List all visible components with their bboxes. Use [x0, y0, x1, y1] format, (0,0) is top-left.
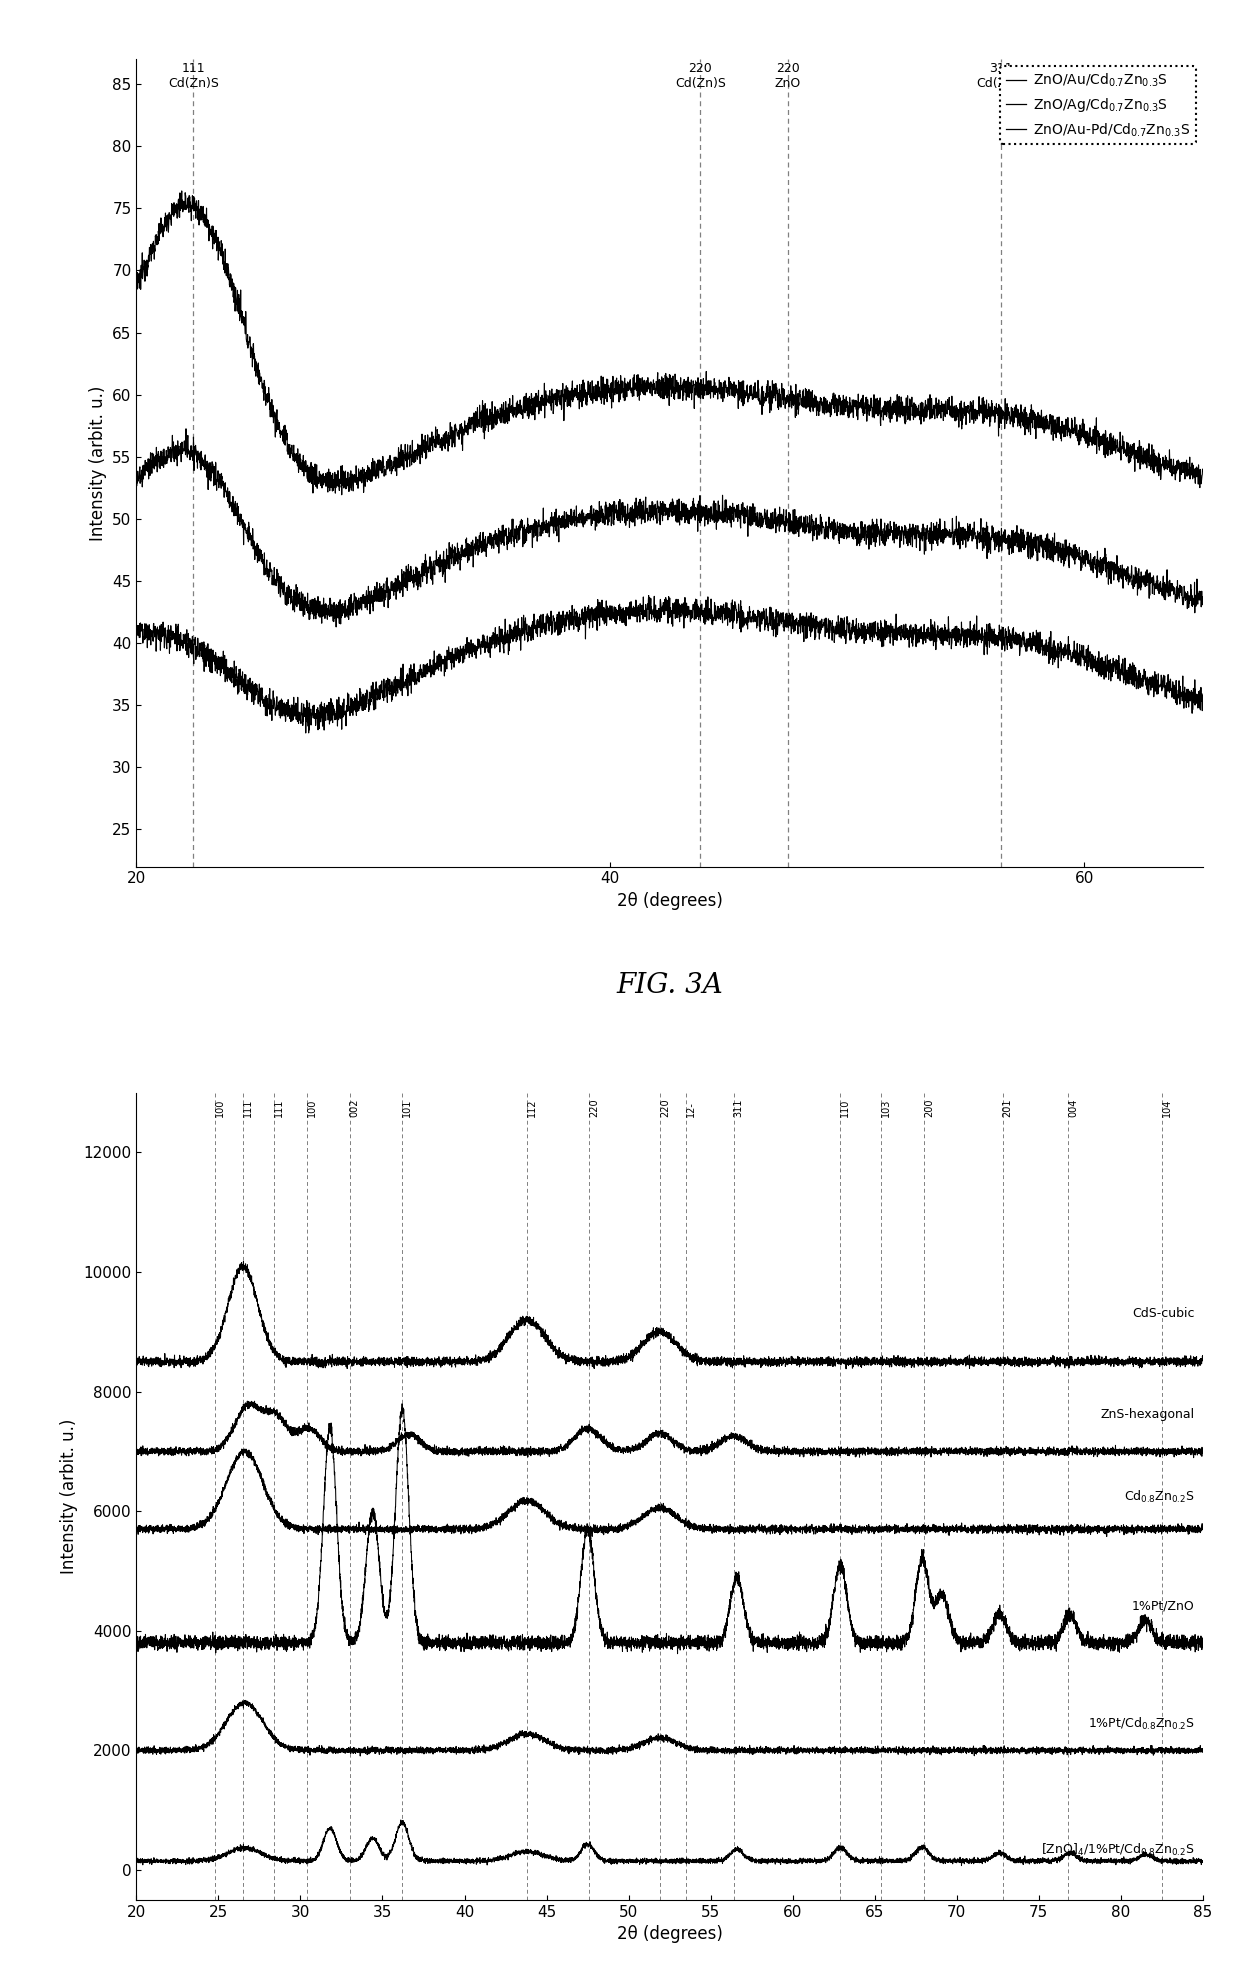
Text: 111: 111 — [274, 1098, 284, 1116]
Text: 311
Cd(Zn)S: 311 Cd(Zn)S — [976, 61, 1027, 89]
Text: 100: 100 — [308, 1098, 317, 1116]
Text: 311: 311 — [734, 1098, 744, 1116]
Text: 103: 103 — [882, 1098, 892, 1116]
Legend: ZnO/Au/Cd$_{0.7}$Zn$_{0.3}$S, ZnO/Ag/Cd$_{0.7}$Zn$_{0.3}$S, ZnO/Au-Pd/Cd$_{0.7}$: ZnO/Au/Cd$_{0.7}$Zn$_{0.3}$S, ZnO/Ag/Cd$… — [999, 67, 1195, 144]
Text: [ZnO]$_4$/1%Pt/Cd$_{0.8}$Zn$_{0.2}$S: [ZnO]$_4$/1%Pt/Cd$_{0.8}$Zn$_{0.2}$S — [1042, 1842, 1194, 1858]
Y-axis label: Intensity (arbit. u.): Intensity (arbit. u.) — [60, 1419, 78, 1573]
Text: 201: 201 — [1003, 1098, 1013, 1116]
Text: 101: 101 — [402, 1098, 412, 1116]
Text: 111: 111 — [243, 1098, 253, 1116]
Text: 220: 220 — [589, 1098, 599, 1116]
Text: ZnS-hexagonal: ZnS-hexagonal — [1100, 1409, 1194, 1421]
Text: 220: 220 — [660, 1098, 670, 1116]
Text: 111
Cd(Zn)S: 111 Cd(Zn)S — [167, 61, 218, 89]
Text: 004: 004 — [1069, 1098, 1079, 1116]
Text: FIG. 3A: FIG. 3A — [616, 972, 723, 999]
Text: 112: 112 — [527, 1098, 537, 1116]
Text: 220
ZnO: 220 ZnO — [775, 61, 801, 89]
Text: 002: 002 — [350, 1098, 360, 1116]
X-axis label: 2θ (degrees): 2θ (degrees) — [616, 1926, 723, 1943]
Text: 1%Pt/ZnO: 1%Pt/ZnO — [1132, 1599, 1194, 1613]
Text: 100: 100 — [216, 1098, 226, 1116]
Text: 220
Cd(Zn)S: 220 Cd(Zn)S — [675, 61, 725, 89]
Text: 110: 110 — [841, 1098, 851, 1116]
Text: 12-: 12- — [686, 1100, 696, 1116]
X-axis label: 2θ (degrees): 2θ (degrees) — [616, 893, 723, 910]
Text: 200: 200 — [924, 1098, 934, 1116]
Y-axis label: Intensity (arbit. u.): Intensity (arbit. u.) — [88, 386, 107, 540]
Text: 1%Pt/Cd$_{0.8}$Zn$_{0.2}$S: 1%Pt/Cd$_{0.8}$Zn$_{0.2}$S — [1087, 1716, 1194, 1732]
Text: Cd$_{0.8}$Zn$_{0.2}$S: Cd$_{0.8}$Zn$_{0.2}$S — [1125, 1488, 1194, 1506]
Text: CdS-cubic: CdS-cubic — [1132, 1306, 1194, 1320]
Text: 104: 104 — [1162, 1098, 1172, 1116]
